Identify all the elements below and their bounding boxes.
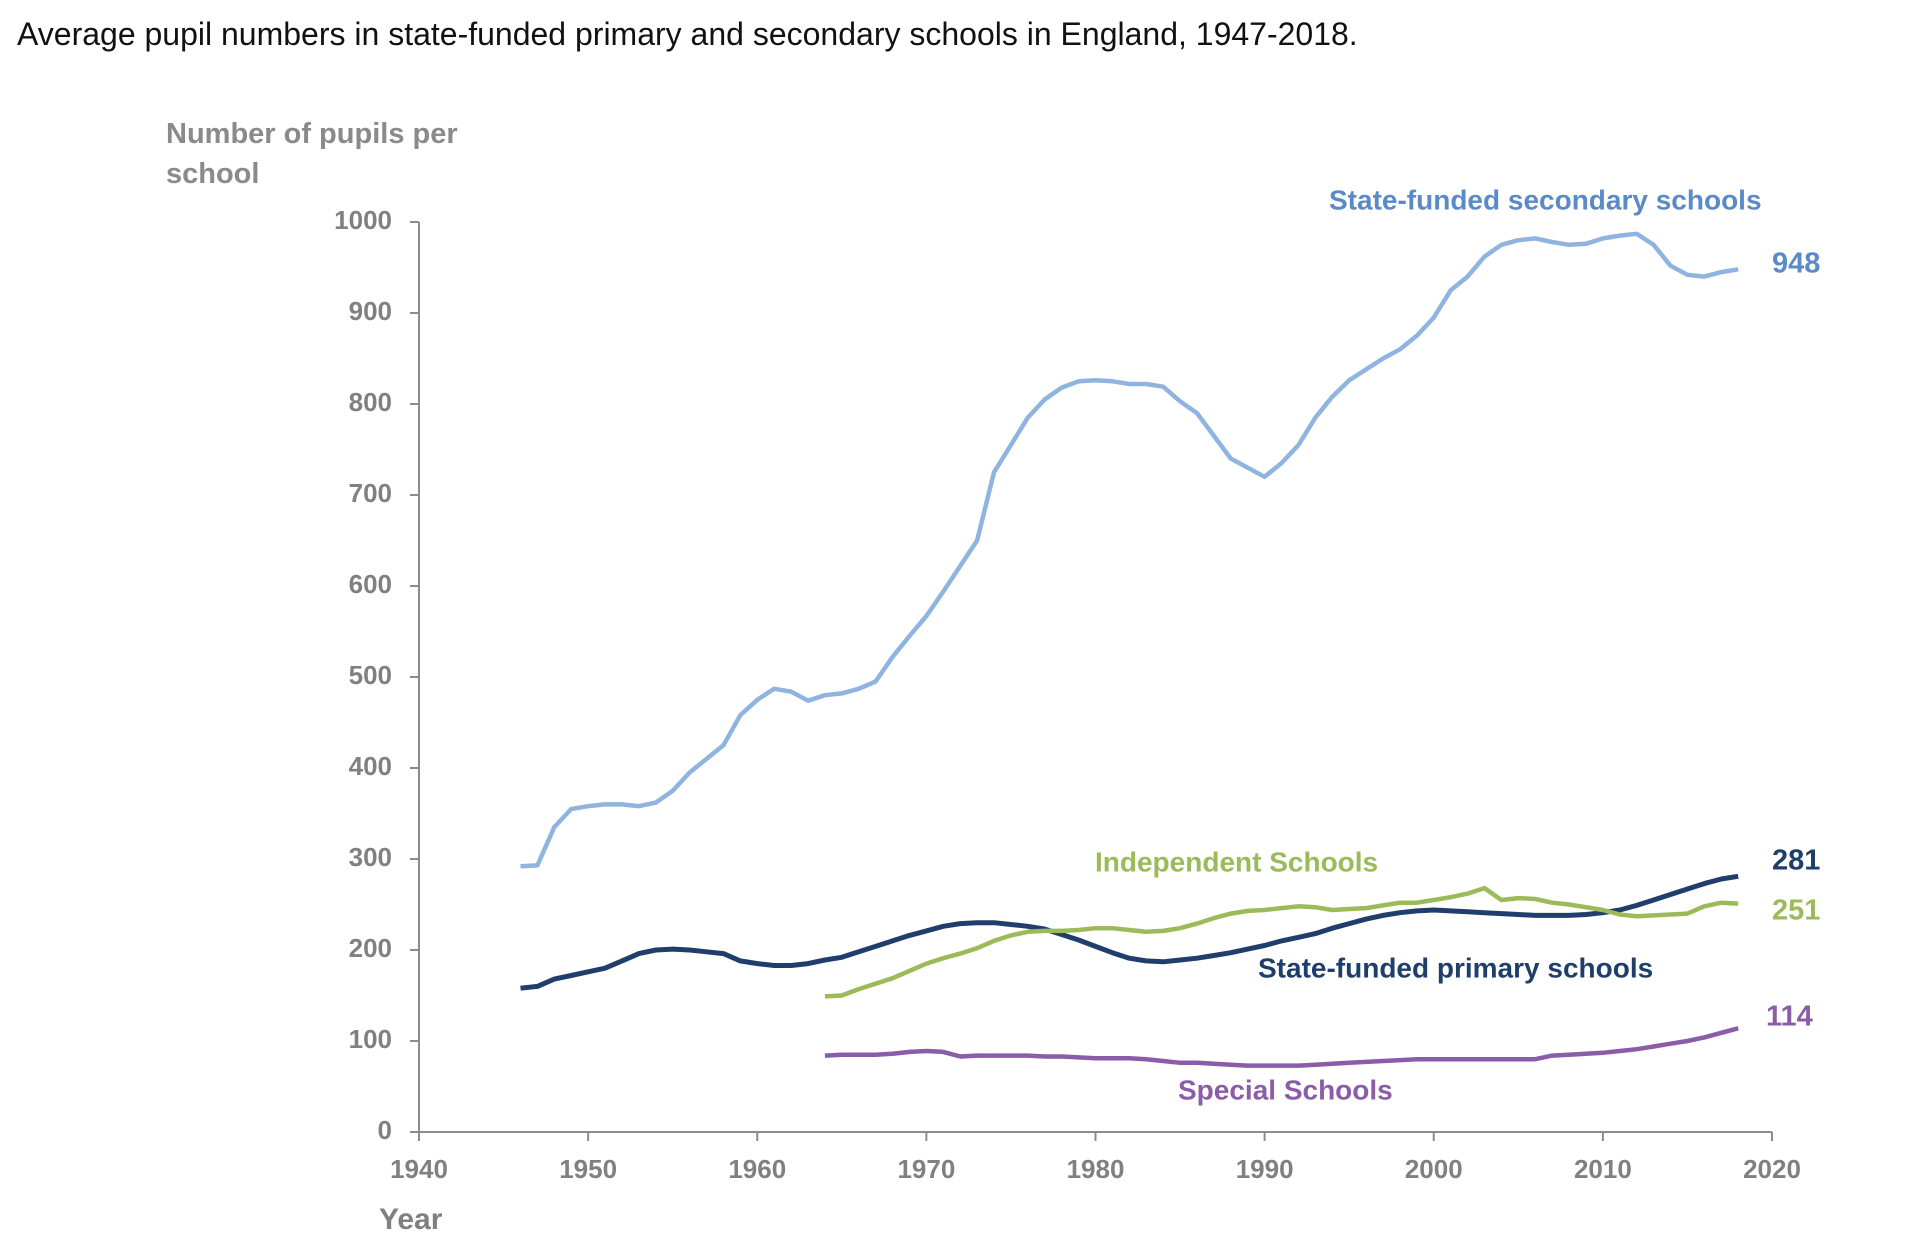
x-tick-label: 1940 xyxy=(390,1154,448,1184)
y-tick-label: 0 xyxy=(378,1115,392,1145)
y-tick-label: 100 xyxy=(349,1024,392,1054)
series-label: State-funded primary schools xyxy=(1258,952,1653,983)
end-value-label: 251 xyxy=(1772,895,1820,927)
series-line xyxy=(824,1026,1739,1068)
y-axis-label: Number of pupils per school xyxy=(166,118,458,190)
y-tick-label: 400 xyxy=(349,751,392,781)
series-line xyxy=(520,873,1739,991)
x-tick-label: 2020 xyxy=(1743,1154,1801,1184)
series-line xyxy=(824,885,1739,999)
y-tick-label: 800 xyxy=(349,387,392,417)
series-label: Independent Schools xyxy=(1095,846,1378,877)
chart-title: Average pupil numbers in state-funded pr… xyxy=(17,16,1358,52)
x-tick-label: 1960 xyxy=(728,1154,786,1184)
x-tick-label: 1980 xyxy=(1067,1154,1125,1184)
y-tick-label: 500 xyxy=(349,660,392,690)
x-axis-label: Year xyxy=(379,1203,443,1236)
series-label: State-funded secondary schools xyxy=(1329,184,1762,215)
x-tick-label: 1990 xyxy=(1236,1154,1294,1184)
y-tick-label: 300 xyxy=(349,842,392,872)
end-value-label: 948 xyxy=(1772,248,1820,280)
x-tick-label: 1950 xyxy=(559,1154,617,1184)
series-line xyxy=(520,231,1739,869)
y-tick-label: 900 xyxy=(349,296,392,326)
y-tick-label: 200 xyxy=(349,933,392,963)
x-tick-label: 2000 xyxy=(1405,1154,1463,1184)
series-label: Special Schools xyxy=(1178,1074,1393,1105)
y-tick-label: 600 xyxy=(349,569,392,599)
x-tick-label: 1970 xyxy=(897,1154,955,1184)
y-tick-label: 700 xyxy=(349,478,392,508)
end-value-label: 114 xyxy=(1766,1001,1813,1033)
end-value-label: 281 xyxy=(1772,845,1820,877)
x-tick-label: 2010 xyxy=(1574,1154,1632,1184)
y-tick-label: 1000 xyxy=(334,205,392,235)
